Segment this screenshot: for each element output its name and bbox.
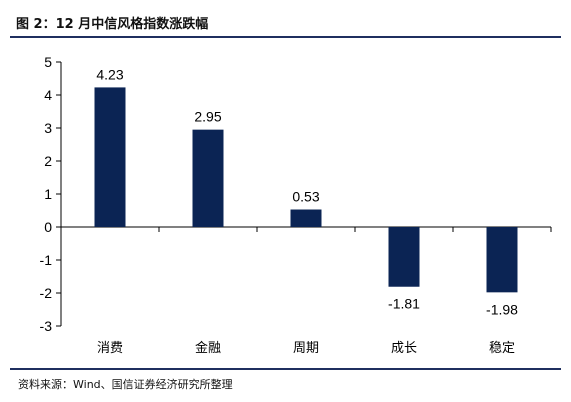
data-label: 4.23 <box>96 66 123 82</box>
y-tick-label: 4 <box>44 87 52 103</box>
category-label: 金融 <box>195 340 221 356</box>
y-tick-label: -1 <box>40 252 53 268</box>
y-tick-label: -3 <box>40 318 53 334</box>
bar-chart: 5 4 3 2 1 0 -1 -2 -3 4.23 消费 2.95 金融 0.53 周期 -1.81 成长 -1.… <box>40 54 552 356</box>
y-tick-label: 5 <box>44 54 52 70</box>
y-tick-label: 1 <box>44 186 52 202</box>
data-label: -1.98 <box>486 301 518 317</box>
figure-title: 图 2：12 月中信风格指数涨跌幅 <box>16 17 209 32</box>
y-tick-label: -2 <box>40 285 53 301</box>
chart-area: 5 4 3 2 1 0 -1 -2 -3 4.23 消费 2.95 金融 0.53 周期 -1.81 成长 -1.… <box>10 40 561 370</box>
bar-1 <box>94 87 126 227</box>
bar-4 <box>388 227 420 287</box>
figure-footer: 资料来源：Wind、国信证券经济研究所整理 <box>10 368 561 398</box>
bar-2 <box>192 129 224 227</box>
source-note: 资料来源：Wind、国信证券经济研究所整理 <box>18 378 233 391</box>
bar-5 <box>486 227 518 293</box>
y-tick-label: 3 <box>44 120 52 136</box>
y-tick-label: 0 <box>44 219 52 235</box>
category-label: 周期 <box>293 341 319 356</box>
y-tick-label: 2 <box>44 153 52 169</box>
category-label: 成长 <box>391 341 417 356</box>
data-label: 0.53 <box>292 189 319 205</box>
category-label: 消费 <box>97 341 123 356</box>
data-label: 2.95 <box>194 109 221 125</box>
category-label: 稳定 <box>489 340 515 356</box>
figure-header: 图 2：12 月中信风格指数涨跌幅 <box>10 4 561 38</box>
bar-3 <box>290 209 322 227</box>
data-label: -1.81 <box>388 296 420 312</box>
